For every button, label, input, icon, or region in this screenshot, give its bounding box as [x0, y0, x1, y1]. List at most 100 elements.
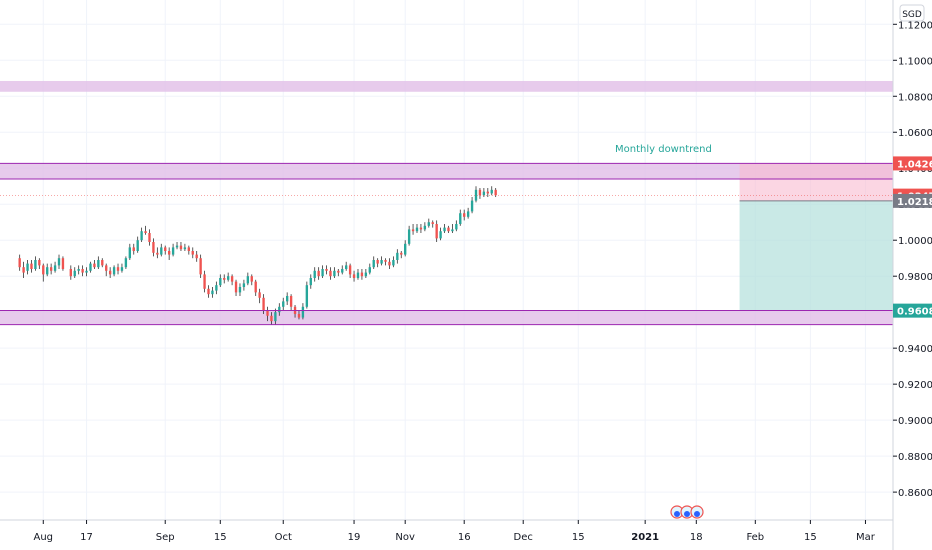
price-tick-label: 0.86000: [898, 488, 932, 499]
candle-body: [164, 247, 167, 252]
candle-body: [376, 260, 379, 264]
candle-body: [85, 270, 88, 273]
time-axis[interactable]: Aug 17 Sep 15 Oct 19 Nov 16 Dec 15 2021 18 Feb 15 Mar: [0, 519, 893, 543]
currency-label[interactable]: SGD: [899, 4, 925, 22]
candle-body: [285, 295, 289, 302]
time-tick-label: Nov: [395, 532, 415, 543]
event-icon-inner: [674, 511, 680, 517]
levels: [0, 162, 893, 326]
price-axis[interactable]: 1.120001.100001.080001.060001.040001.020…: [892, 0, 932, 550]
candle-body: [262, 297, 265, 311]
candle-body: [427, 222, 430, 226]
candle-body: [254, 281, 257, 293]
event-icon-inner: [684, 511, 690, 517]
candle-body: [81, 268, 84, 273]
candle-body: [392, 260, 395, 266]
currency-text: SGD: [902, 10, 922, 20]
candle-body: [270, 315, 273, 322]
candle-body: [207, 288, 210, 295]
candle-body: [396, 252, 399, 260]
candle-body: [105, 265, 108, 271]
candle-body: [93, 263, 96, 268]
time-tick-label: Oct: [275, 532, 292, 543]
zones: [0, 80, 893, 325]
candle-body: [364, 272, 368, 277]
candle-body: [439, 231, 442, 239]
candle-body: [435, 224, 438, 239]
candle-body: [30, 263, 33, 269]
price-tag-label: 1.02187: [897, 197, 932, 208]
candle-body: [97, 260, 100, 268]
candle-body: [490, 189, 493, 194]
candle-body: [187, 247, 191, 252]
candle-body: [274, 312, 277, 322]
candle-body: [478, 189, 482, 196]
price-tag: [893, 193, 932, 208]
candle-body: [482, 191, 486, 196]
candle-body: [301, 306, 305, 318]
price-tick-label: 1.08000: [898, 92, 932, 103]
price-tag: [893, 303, 932, 318]
candle-body: [463, 213, 466, 217]
candle-body: [400, 252, 403, 255]
candle-body: [407, 229, 411, 244]
candle-body: [18, 258, 21, 268]
candle-body: [388, 261, 391, 266]
candle-body: [345, 265, 348, 269]
candle-body: [380, 260, 383, 264]
candle-body: [242, 283, 246, 287]
annotation-monthly-downtrend[interactable]: Monthly downtrend: [615, 144, 712, 155]
time-tick-label: 2021: [631, 532, 659, 543]
stop-zone: [739, 163, 893, 201]
candle-body: [26, 263, 29, 271]
time-tick-label: 19: [348, 532, 361, 543]
candle-body: [309, 277, 312, 286]
zone-band: [0, 80, 893, 92]
time-tick-label: 15: [804, 532, 817, 543]
time-tick-label: Mar: [856, 532, 876, 543]
price-tag: [893, 156, 932, 171]
candle-body: [203, 274, 206, 289]
candle-body: [466, 211, 470, 217]
candle-body: [415, 227, 419, 232]
candle-body: [459, 213, 462, 225]
candle-body: [494, 189, 497, 196]
zone-band: [0, 310, 893, 325]
time-tick-label: 15: [214, 532, 227, 543]
candle-body: [89, 263, 92, 271]
candle-body: [455, 224, 458, 230]
time-tick-label: Sep: [156, 532, 175, 543]
candle-body: [61, 258, 65, 269]
price-tag-label: 1.04268: [897, 159, 932, 170]
candle-body: [356, 272, 360, 278]
candle-body: [42, 265, 45, 275]
candle-body: [348, 265, 352, 275]
candle-body: [120, 267, 124, 271]
candle-body: [246, 276, 250, 284]
candle-body: [238, 286, 242, 293]
candle-body: [325, 268, 328, 271]
candle-body: [423, 225, 427, 230]
economic-events-icons[interactable]: [670, 505, 704, 519]
candle-body: [195, 254, 198, 259]
candle-body: [144, 231, 147, 234]
price-tick-label: 1.12000: [898, 20, 932, 31]
candle-body: [38, 260, 41, 266]
candle-body: [136, 240, 139, 252]
candle-body: [333, 270, 336, 277]
candle-body: [175, 245, 179, 248]
candle-body: [167, 251, 171, 255]
target-zone: [739, 200, 893, 311]
candle-body: [321, 268, 324, 277]
time-tick-label: 15: [572, 532, 585, 543]
time-tick-label: 16: [458, 532, 471, 543]
time-tick-label: Aug: [34, 532, 54, 543]
candle-body: [384, 260, 387, 262]
price-axis-bg: [893, 0, 932, 550]
short-position[interactable]: [739, 163, 893, 311]
candle-body: [305, 285, 309, 307]
candle-body: [132, 247, 135, 252]
